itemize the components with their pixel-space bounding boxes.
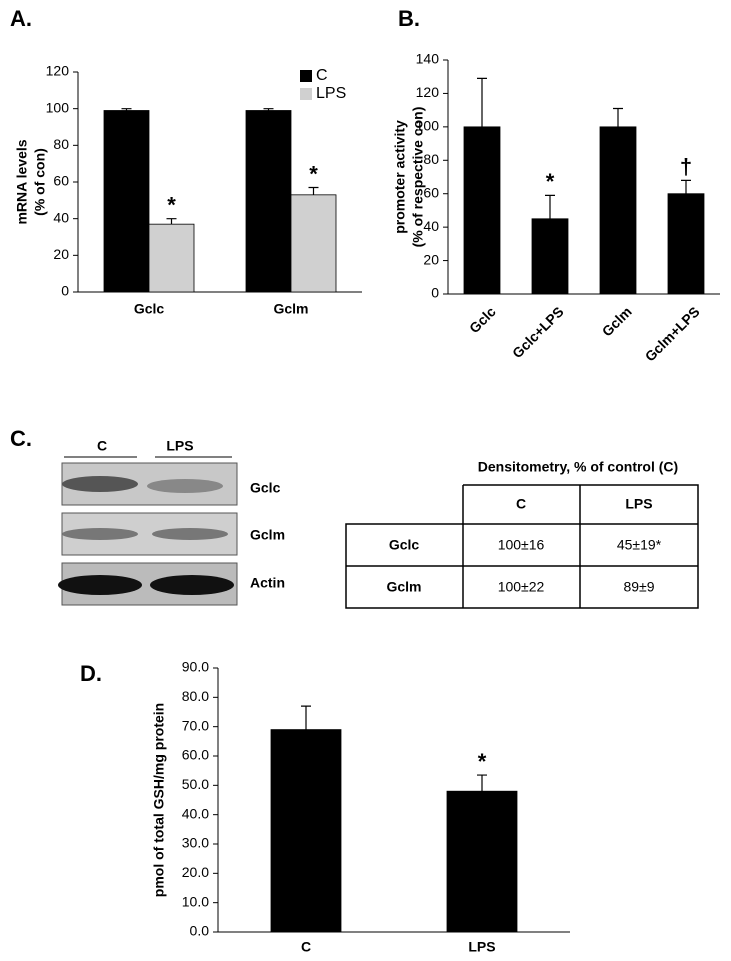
lane-label: LPS — [166, 438, 193, 454]
annotation: * — [546, 169, 555, 194]
legend-swatch — [300, 88, 312, 100]
panel-label: C. — [10, 426, 32, 451]
bar — [667, 193, 705, 295]
y-tick-label: 80 — [53, 136, 69, 152]
panel-label: B. — [398, 6, 420, 31]
y-tick-label: 20 — [423, 251, 439, 267]
y-tick-label: 100 — [46, 99, 70, 115]
error-bar — [308, 186, 319, 195]
y-axis-label: pmol of total GSH/mg protein — [151, 703, 167, 897]
lane-label: C — [97, 438, 107, 454]
x-tick-label: C — [301, 939, 311, 955]
bar — [270, 729, 342, 933]
band — [62, 476, 138, 492]
error-bar — [477, 774, 487, 792]
y-axis-label: mRNA levels — [14, 139, 30, 224]
legend-label: LPS — [316, 85, 346, 102]
table-title: Densitometry, % of control (C) — [478, 459, 678, 475]
y-tick-label: 0 — [431, 285, 439, 301]
legend-swatch — [300, 70, 312, 82]
bar — [245, 110, 292, 293]
band-label: Gclc — [250, 480, 281, 496]
y-tick-label: 90.0 — [182, 659, 209, 675]
bar — [290, 194, 337, 293]
band-label: Actin — [250, 575, 285, 591]
y-tick-label: 140 — [416, 51, 440, 67]
bar — [599, 126, 637, 295]
x-tick-label: Gclm+LPS — [642, 303, 703, 364]
y-tick-label: 60 — [53, 173, 69, 189]
error-bar — [477, 77, 487, 127]
y-tick-label: 100 — [416, 118, 440, 134]
y-tick-label: 20.0 — [182, 864, 209, 880]
bar — [446, 790, 518, 933]
error-bar — [121, 108, 132, 111]
x-tick-label: Gclc — [134, 301, 165, 317]
legend-label: C — [316, 67, 328, 84]
error-bar — [166, 218, 177, 225]
y-axis-label: (% of con) — [32, 148, 48, 216]
y-tick-label: 120 — [416, 84, 440, 100]
cell: 100±16 — [498, 537, 545, 553]
error-bar — [301, 705, 311, 730]
error-bar — [681, 179, 691, 194]
panel-label: A. — [10, 6, 32, 31]
y-tick-label: 0.0 — [190, 923, 210, 939]
annotation: * — [309, 161, 318, 186]
error-bar — [263, 108, 274, 111]
band — [152, 528, 228, 540]
annotation: * — [478, 749, 487, 774]
x-tick-label: LPS — [468, 939, 495, 955]
y-tick-label: 30.0 — [182, 835, 209, 851]
x-tick-label: Gclm — [273, 301, 308, 317]
table: Densitometry, % of control (C) C LPS Gcl… — [345, 459, 699, 609]
y-axis-label: promoter activity — [392, 120, 408, 234]
band-label: Gclm — [250, 527, 285, 543]
annotation: † — [680, 154, 692, 179]
cell: 89±9 — [623, 579, 654, 595]
band — [147, 479, 223, 493]
y-tick-label: 120 — [46, 63, 70, 79]
x-tick-label: Gclm — [599, 303, 635, 339]
y-tick-label: 70.0 — [182, 717, 209, 733]
panel-label: D. — [80, 661, 102, 686]
y-tick-label: 60.0 — [182, 747, 209, 763]
column-header: LPS — [625, 496, 652, 512]
y-tick-label: 40 — [423, 218, 439, 234]
band — [62, 528, 138, 540]
blot: C LPS Gclc Gclm Actin — [58, 438, 285, 606]
y-tick-label: 40 — [53, 209, 69, 225]
table-grid — [345, 484, 699, 609]
bar — [103, 110, 150, 293]
y-tick-label: 60 — [423, 184, 439, 200]
bar — [148, 223, 195, 293]
row-header: Gclm — [386, 579, 421, 595]
error-bar — [545, 194, 555, 219]
y-tick-label: 40.0 — [182, 805, 209, 821]
x-tick-label: Gclc+LPS — [509, 303, 567, 361]
y-tick-label: 0 — [61, 283, 69, 299]
y-axis-label: (% of respective con) — [410, 107, 426, 248]
y-tick-label: 80.0 — [182, 688, 209, 704]
cell: 100±22 — [498, 579, 545, 595]
band — [58, 575, 142, 595]
y-tick-label: 80 — [423, 151, 439, 167]
y-tick-label: 20 — [53, 246, 69, 262]
cell: 45±19* — [617, 537, 662, 553]
band — [150, 575, 234, 595]
column-header: C — [516, 496, 526, 512]
error-bar — [613, 107, 623, 127]
annotation: * — [167, 192, 176, 217]
x-tick-label: Gclc — [466, 303, 499, 336]
y-tick-label: 10.0 — [182, 893, 209, 909]
bar — [531, 218, 569, 295]
bar — [463, 126, 501, 295]
row-header: Gclc — [389, 537, 420, 553]
y-tick-label: 50.0 — [182, 776, 209, 792]
